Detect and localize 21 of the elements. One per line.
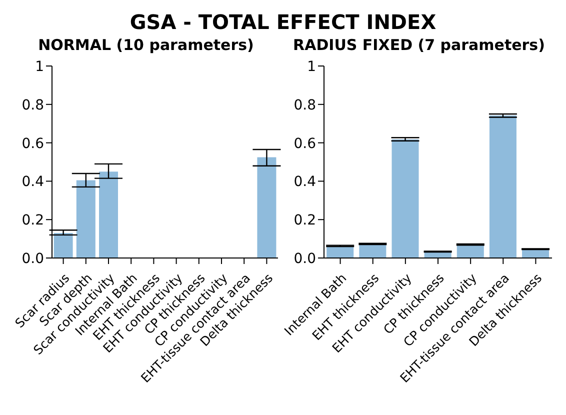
y-tick-label: 0.4 (294, 174, 316, 190)
y-tick-label: 0.4 (22, 174, 44, 190)
bar (392, 139, 419, 258)
chart-title: GSA - TOTAL EFFECT INDEX (128, 10, 438, 34)
y-tick-label: 0.6 (294, 136, 316, 152)
y-tick-label: 0.2 (294, 212, 316, 229)
y-tick-label: 0.8 (22, 97, 44, 114)
bar (54, 233, 73, 258)
bar (76, 180, 96, 258)
chart-title: RADIUS FIXED (7 parameters) (292, 36, 546, 54)
y-tick-label: 0.8 (294, 97, 316, 114)
y-tick-label: 1 (307, 58, 316, 75)
bar (99, 172, 118, 258)
bar (257, 157, 276, 258)
y-tick-label: 1 (35, 58, 44, 75)
bar (489, 116, 516, 258)
y-tick-label: 0.6 (22, 136, 44, 152)
y-tick-label: 0.0 (22, 250, 44, 267)
chart-subtitle: NORMAL (10 parameters) (37, 36, 255, 54)
y-tick-label: 0.0 (294, 250, 316, 267)
y-tick-label: 0.2 (22, 212, 44, 229)
